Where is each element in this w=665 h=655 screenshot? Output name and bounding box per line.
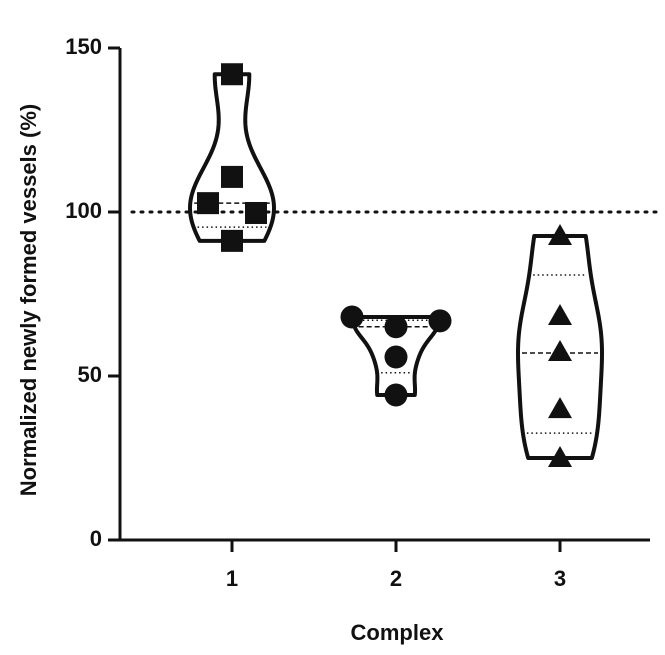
x-tick-label: 2	[390, 566, 402, 591]
point	[197, 192, 219, 215]
point	[245, 201, 267, 224]
violin	[516, 233, 604, 460]
y-tick-label: 50	[78, 362, 102, 387]
point	[384, 345, 408, 369]
x-tick-label: 3	[554, 566, 566, 591]
x-tick-label: 1	[226, 566, 238, 591]
point	[428, 309, 452, 333]
x-axis-title: Complex	[351, 620, 445, 645]
point	[548, 446, 572, 467]
point	[548, 397, 572, 419]
point	[384, 383, 408, 407]
y-tick-label: 0	[90, 526, 102, 551]
point	[384, 315, 408, 339]
violin	[188, 72, 276, 243]
y-axis-title: Normalized newly formed vessels (%)	[16, 104, 41, 496]
point	[548, 303, 572, 325]
point	[340, 305, 364, 329]
point	[548, 340, 572, 362]
point	[221, 63, 243, 86]
point	[221, 229, 243, 252]
point	[221, 165, 243, 188]
y-tick-label: 150	[65, 34, 102, 59]
y-tick-label: 100	[65, 198, 102, 223]
point	[548, 223, 572, 245]
